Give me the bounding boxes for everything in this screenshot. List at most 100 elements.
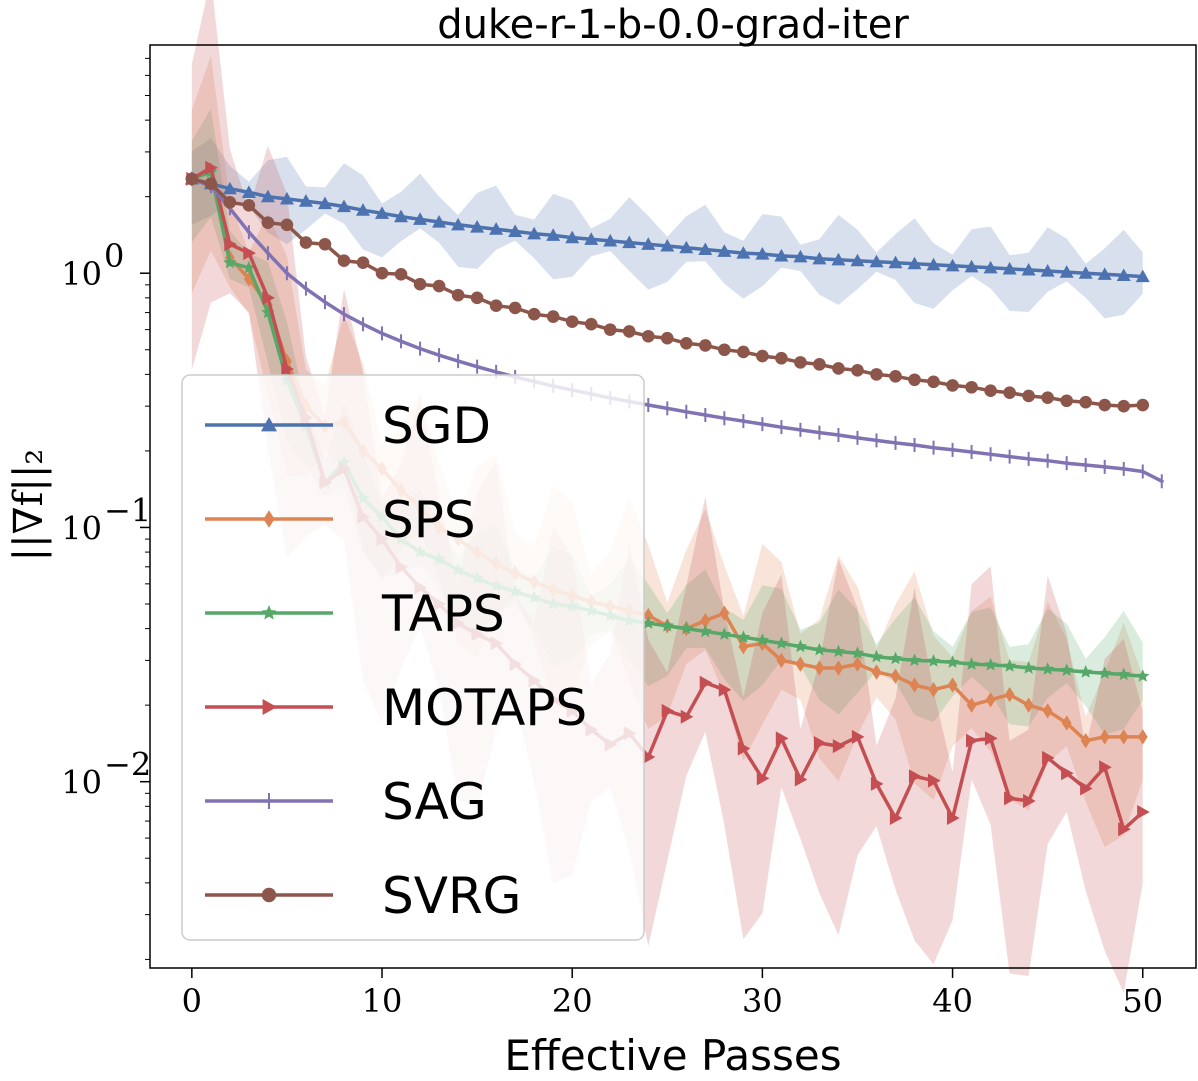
data-point bbox=[360, 317, 366, 332]
data-point bbox=[965, 380, 978, 394]
data-point bbox=[927, 375, 940, 389]
data-point bbox=[851, 729, 865, 744]
data-point bbox=[1102, 459, 1107, 474]
data-point bbox=[869, 254, 884, 268]
data-point bbox=[1118, 729, 1129, 745]
data-point bbox=[341, 307, 347, 322]
data-point bbox=[262, 290, 275, 305]
data-point bbox=[455, 354, 461, 369]
data-point bbox=[641, 616, 655, 629]
legend-label: TAPS bbox=[381, 585, 505, 643]
data-point bbox=[394, 209, 409, 223]
data-point bbox=[684, 404, 689, 419]
data-point bbox=[760, 417, 765, 432]
data-point bbox=[1026, 451, 1031, 466]
x-tick-label: 40 bbox=[932, 982, 973, 1020]
data-point bbox=[1004, 686, 1015, 703]
data-point bbox=[470, 291, 484, 305]
data-point bbox=[317, 196, 332, 210]
data-point bbox=[223, 255, 237, 269]
data-point bbox=[299, 236, 313, 249]
data-point bbox=[1099, 729, 1110, 745]
data-point bbox=[1060, 394, 1073, 408]
data-point bbox=[284, 266, 290, 281]
data-point bbox=[817, 425, 822, 440]
data-point bbox=[945, 258, 960, 272]
data-point bbox=[470, 219, 485, 233]
data-point bbox=[718, 343, 731, 357]
x-axis-label: Effective Passes bbox=[504, 1031, 841, 1080]
data-point bbox=[489, 299, 503, 313]
data-point bbox=[642, 750, 656, 765]
data-point bbox=[1041, 662, 1055, 675]
data-point bbox=[303, 281, 309, 296]
data-point bbox=[665, 401, 670, 416]
data-point bbox=[908, 769, 922, 784]
data-point bbox=[907, 653, 922, 666]
data-point bbox=[356, 203, 371, 216]
data-point bbox=[565, 230, 580, 244]
data-point bbox=[375, 206, 390, 219]
x-tick-label: 10 bbox=[362, 982, 403, 1020]
data-point bbox=[584, 317, 598, 331]
x-tick-label: 0 bbox=[182, 982, 202, 1020]
data-point bbox=[852, 656, 863, 672]
data-point bbox=[812, 251, 827, 265]
data-point bbox=[1083, 458, 1088, 473]
data-point bbox=[241, 185, 256, 198]
data-point bbox=[774, 636, 789, 649]
data-point bbox=[375, 266, 389, 280]
data-point bbox=[1121, 461, 1126, 476]
data-point bbox=[1078, 266, 1093, 279]
data-point bbox=[950, 442, 955, 457]
data-point bbox=[417, 341, 423, 356]
data-point bbox=[242, 198, 256, 212]
data-point bbox=[436, 348, 442, 363]
y-tick-exponent: −1 bbox=[104, 491, 151, 529]
legend-label: SVRG bbox=[382, 867, 521, 925]
data-point bbox=[931, 440, 936, 455]
data-point bbox=[717, 244, 732, 257]
data-point bbox=[1003, 386, 1016, 399]
data-point bbox=[246, 225, 251, 240]
data-point bbox=[584, 232, 599, 245]
y-tick-exponent: 0 bbox=[104, 237, 124, 275]
data-point bbox=[261, 305, 275, 319]
legend-entry-svrg: SVRG bbox=[205, 867, 521, 925]
data-point bbox=[964, 657, 979, 670]
data-point bbox=[243, 246, 256, 261]
data-point bbox=[813, 358, 826, 371]
legend-entry-sag: SAG bbox=[205, 773, 487, 831]
data-point bbox=[413, 212, 428, 225]
data-point bbox=[700, 612, 711, 629]
data-point bbox=[756, 349, 769, 363]
legend-marker bbox=[261, 605, 277, 620]
legend-marker bbox=[261, 417, 277, 432]
data-point bbox=[833, 660, 844, 676]
data-point bbox=[679, 621, 693, 635]
data-point bbox=[776, 652, 787, 669]
data-point bbox=[1002, 261, 1017, 275]
data-point bbox=[1137, 729, 1148, 745]
data-point bbox=[1117, 667, 1131, 681]
data-point bbox=[836, 428, 841, 443]
data-point bbox=[622, 325, 636, 338]
data-point bbox=[451, 288, 465, 302]
data-point bbox=[223, 196, 237, 209]
band-sgd bbox=[191, 138, 1143, 319]
data-point bbox=[985, 692, 996, 708]
data-point bbox=[622, 235, 637, 249]
data-point bbox=[242, 260, 256, 274]
legend-entry-sps: SPS bbox=[205, 491, 476, 549]
y-tick-label: 10 bbox=[61, 764, 102, 802]
data-point bbox=[717, 627, 731, 640]
data-point bbox=[394, 268, 408, 281]
band-sps bbox=[191, 55, 1143, 848]
data-point bbox=[224, 237, 237, 252]
data-point bbox=[1041, 391, 1054, 404]
data-point bbox=[680, 337, 693, 350]
data-point bbox=[855, 430, 860, 445]
data-point bbox=[699, 339, 712, 352]
data-point bbox=[775, 731, 789, 746]
data-point bbox=[1080, 732, 1091, 749]
